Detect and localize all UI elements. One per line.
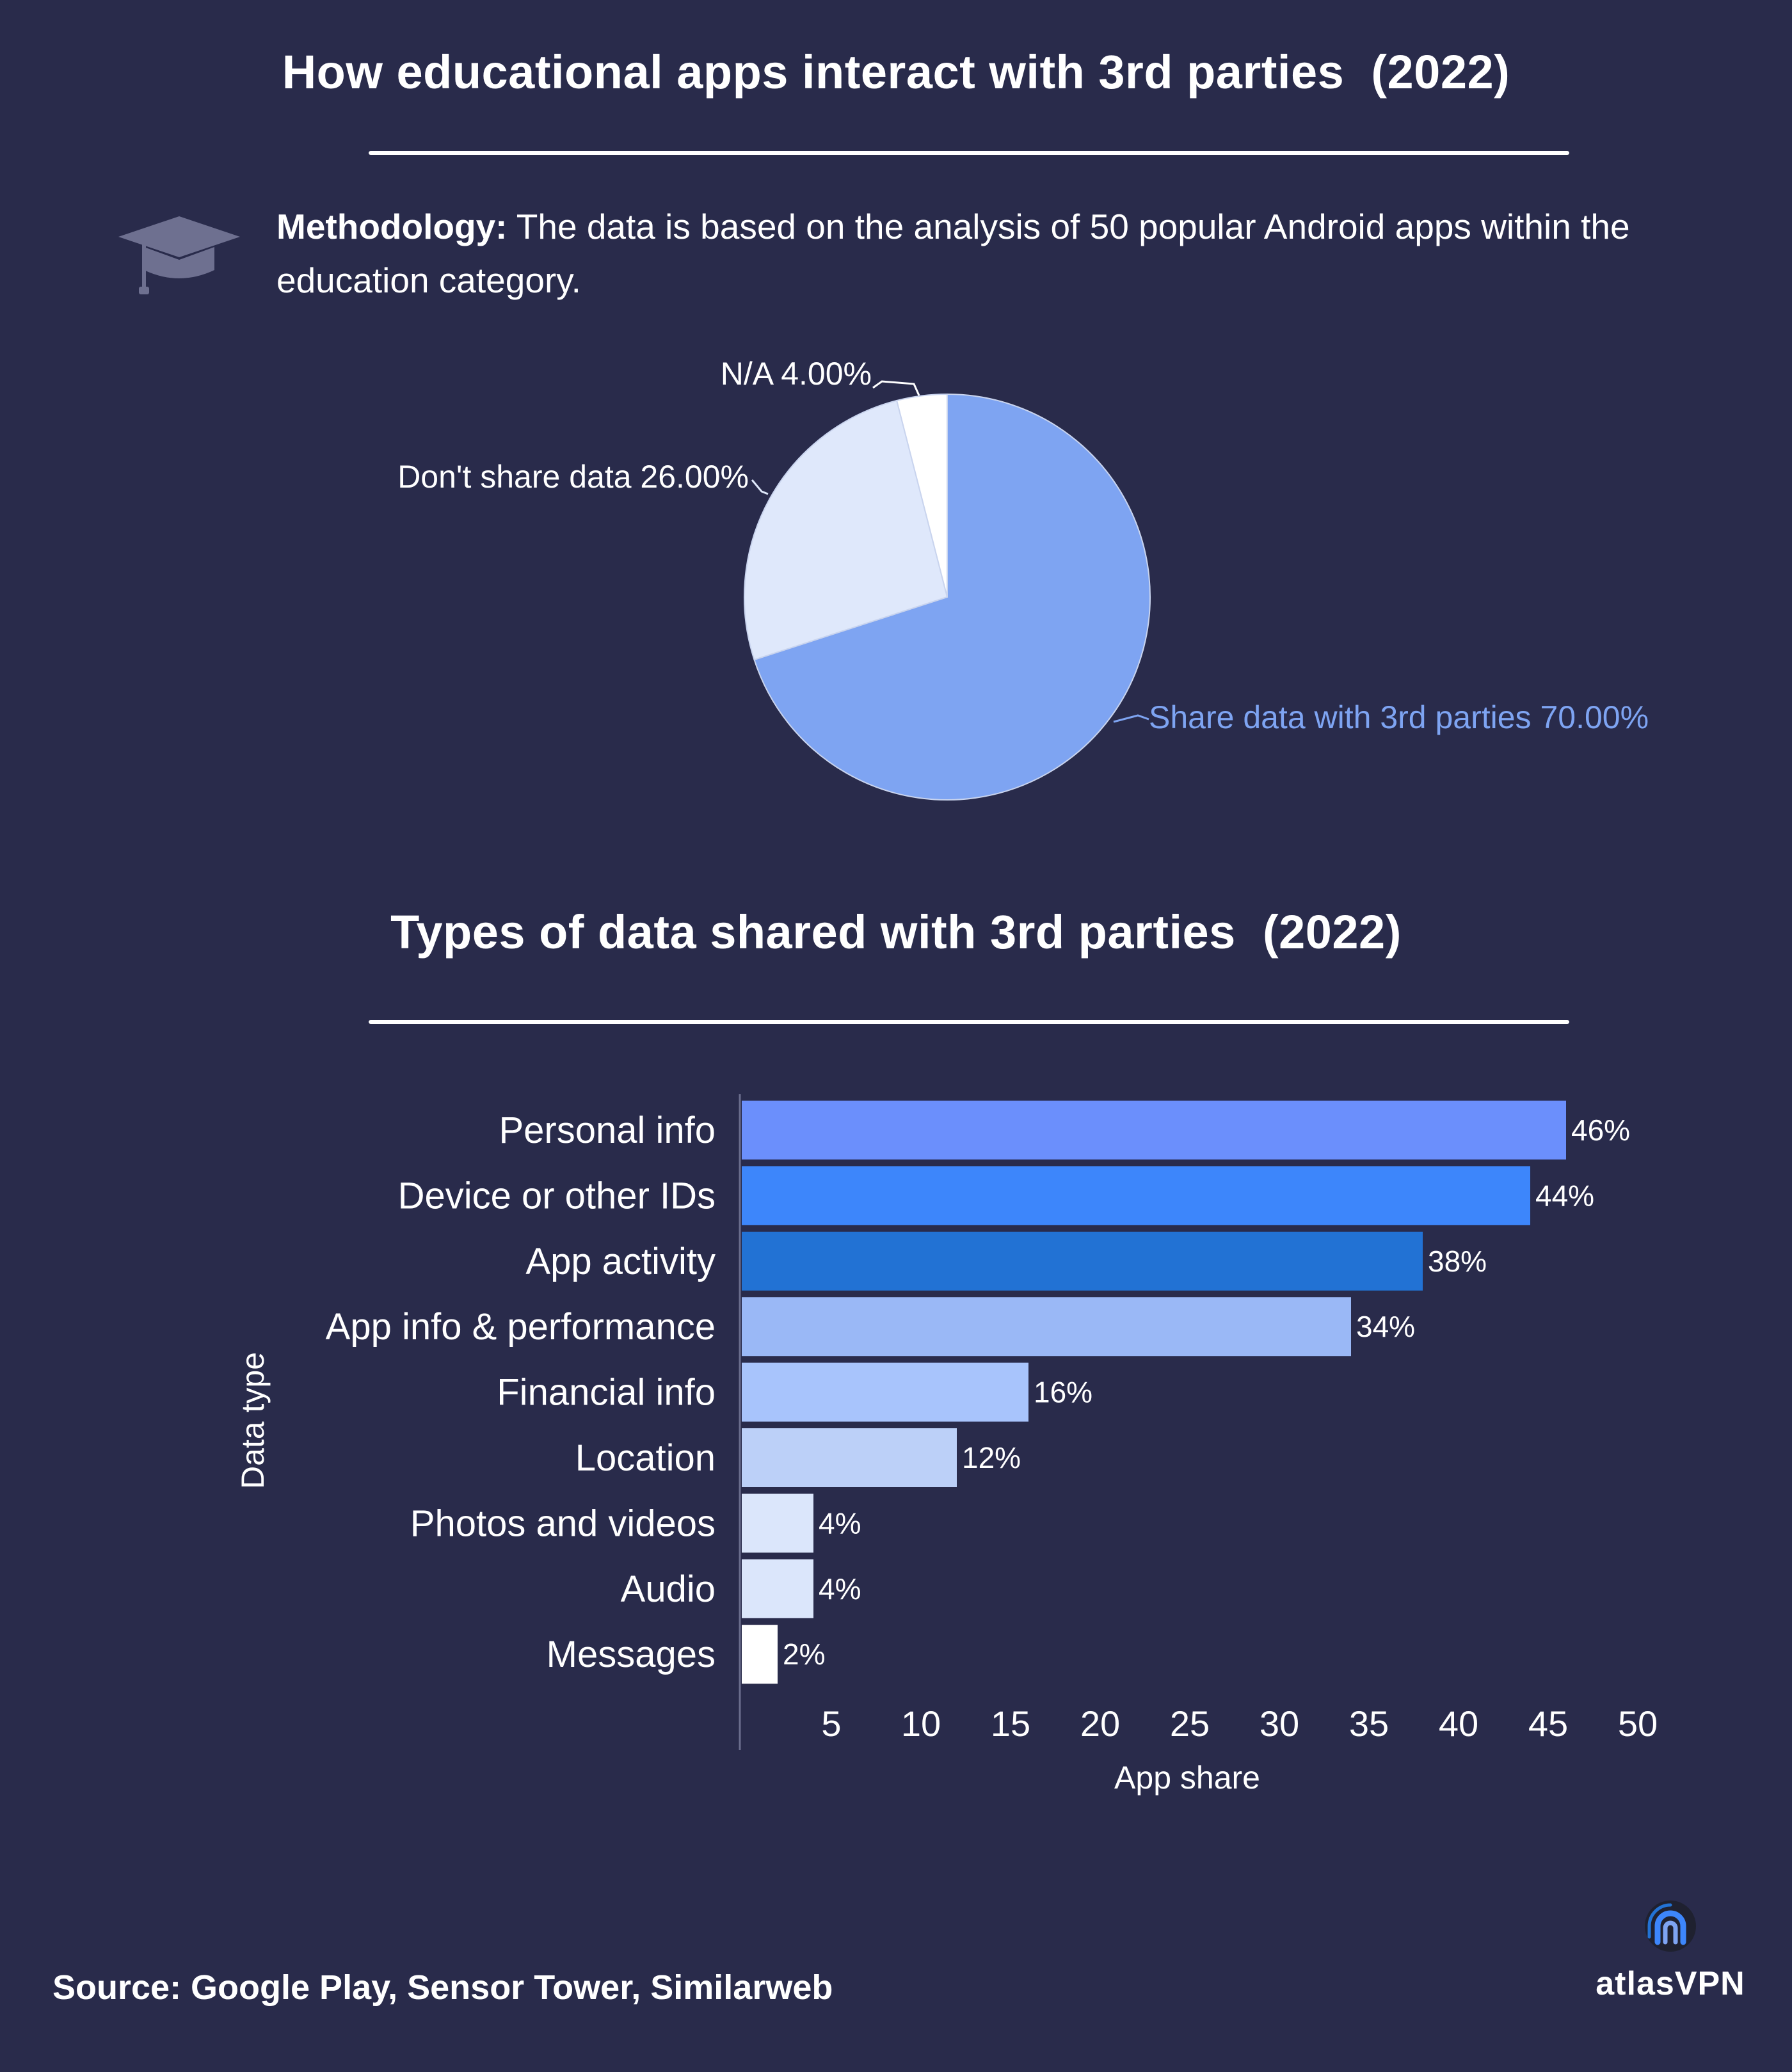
data-label: 44% bbox=[1535, 1179, 1594, 1212]
category-label: App activity bbox=[525, 1241, 716, 1282]
data-label: 38% bbox=[1428, 1245, 1487, 1278]
x-tick-label: 10 bbox=[901, 1703, 941, 1744]
y-axis-label: Data type bbox=[235, 1352, 271, 1489]
share-leader-line bbox=[1113, 714, 1149, 723]
source-note: Source: Google Play, Sensor Tower, Simil… bbox=[52, 1968, 833, 2007]
x-tick-label: 35 bbox=[1349, 1703, 1389, 1744]
data-label: 4% bbox=[819, 1572, 861, 1606]
methodology-text: The data is based on the analysis of 50 … bbox=[276, 207, 1630, 300]
bar bbox=[742, 1428, 957, 1487]
data-label: 46% bbox=[1571, 1113, 1630, 1147]
data-label: 2% bbox=[783, 1638, 825, 1671]
pie-slice-share bbox=[753, 393, 1151, 801]
pie-label-share: Share data with 3rd parties 70.00% bbox=[1149, 699, 1649, 735]
x-tick-label: 5 bbox=[821, 1703, 841, 1744]
pie-label-na: N/A 4.00% bbox=[721, 356, 872, 392]
page-title: How educational apps interact with 3rd p… bbox=[282, 45, 1510, 99]
brand-name: atlasVPN bbox=[1596, 1965, 1745, 2002]
pie-label-dont-share: Don't share data 26.00% bbox=[397, 459, 749, 495]
pie-slice-dont-share bbox=[744, 399, 948, 661]
bar bbox=[742, 1559, 813, 1618]
category-label: App info & performance bbox=[326, 1306, 716, 1348]
x-tick-label: 45 bbox=[1528, 1703, 1568, 1744]
x-tick-label: 40 bbox=[1439, 1703, 1478, 1744]
category-label: Photos and videos bbox=[410, 1502, 716, 1544]
category-label: Audio bbox=[621, 1568, 716, 1610]
na-leader-line bbox=[872, 380, 920, 396]
bar-chart-title: Types of data shared with 3rd parties (2… bbox=[390, 905, 1402, 959]
bar-title-divider bbox=[369, 1020, 1569, 1024]
pie-chart: Share data with 3rd parties 70.00% Don't… bbox=[397, 356, 1649, 801]
bar-chart: Personal info 46% Device or other IDs 44% Ap… bbox=[235, 1094, 1658, 1796]
title-divider bbox=[369, 151, 1569, 155]
dont-share-leader-line bbox=[751, 479, 769, 495]
data-label: 34% bbox=[1356, 1310, 1415, 1343]
data-label: 4% bbox=[819, 1506, 861, 1540]
x-tick-label: 30 bbox=[1260, 1703, 1299, 1744]
category-label: Personal info bbox=[499, 1110, 716, 1151]
category-label: Device or other IDs bbox=[398, 1175, 716, 1216]
bar bbox=[742, 1101, 1566, 1160]
data-label: 16% bbox=[1034, 1376, 1092, 1409]
bar bbox=[742, 1166, 1530, 1225]
x-tick-label: 50 bbox=[1618, 1703, 1658, 1744]
data-label: 12% bbox=[962, 1441, 1021, 1474]
x-tick-label: 15 bbox=[991, 1703, 1030, 1744]
bar bbox=[742, 1494, 813, 1553]
methodology-note: Methodology: The data is based on the an… bbox=[276, 200, 1697, 307]
bar bbox=[742, 1297, 1351, 1357]
bar bbox=[742, 1231, 1423, 1291]
category-label: Messages bbox=[547, 1634, 716, 1675]
category-label: Location bbox=[575, 1437, 716, 1479]
x-tick-label: 25 bbox=[1170, 1703, 1210, 1744]
bar bbox=[742, 1625, 778, 1684]
atlasvpn-logo-icon bbox=[1645, 1901, 1696, 1952]
methodology-label: Methodology: bbox=[276, 207, 508, 246]
x-tick-label: 20 bbox=[1080, 1703, 1120, 1744]
pie-slice-na bbox=[895, 393, 948, 598]
bar bbox=[742, 1362, 1028, 1422]
graduation-cap-icon bbox=[118, 216, 240, 294]
x-axis-label: App share bbox=[1114, 1760, 1260, 1796]
category-label: Financial info bbox=[497, 1372, 716, 1414]
